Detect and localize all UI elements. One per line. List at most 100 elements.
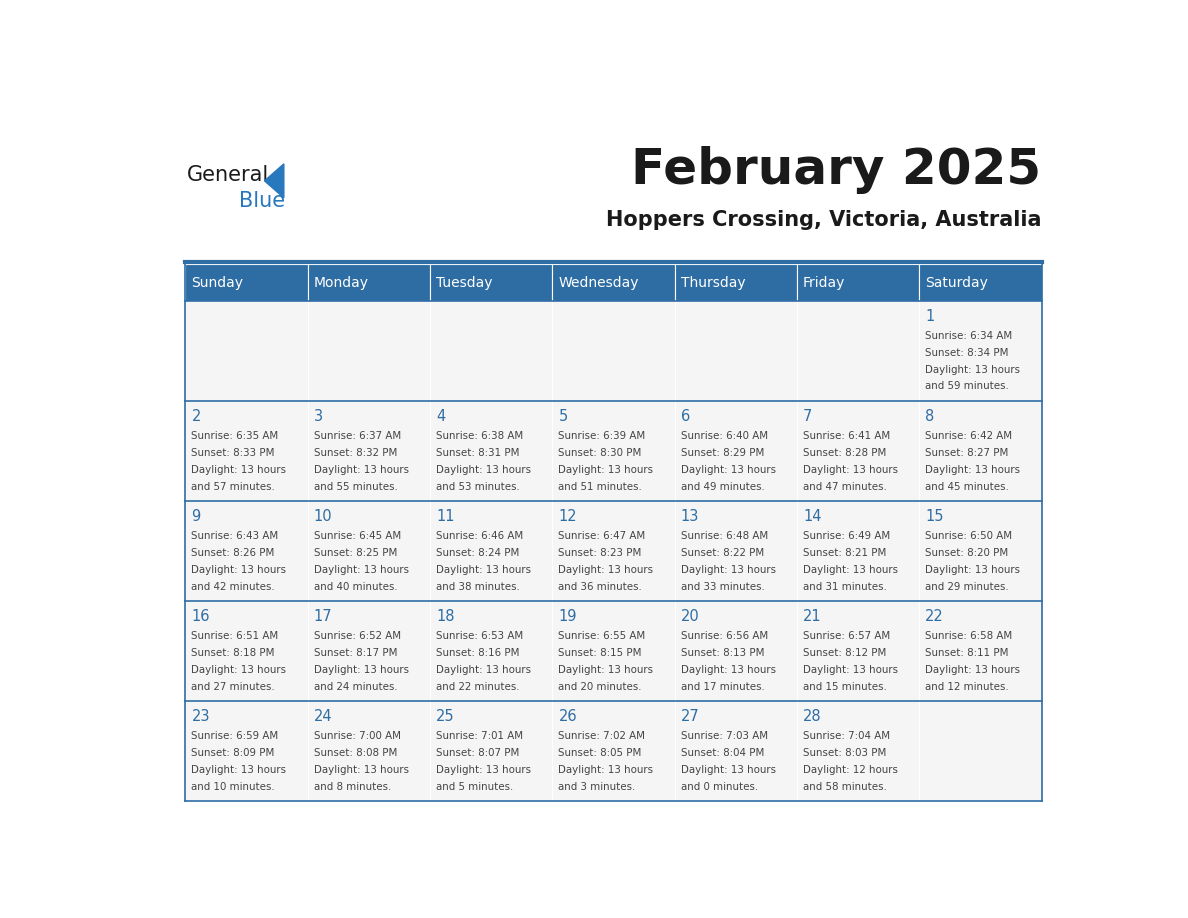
Bar — [920, 701, 1042, 801]
Bar — [675, 701, 797, 801]
Text: Sunrise: 7:00 AM: Sunrise: 7:00 AM — [314, 732, 400, 742]
Text: Sunset: 8:09 PM: Sunset: 8:09 PM — [191, 748, 274, 758]
Text: and 0 minutes.: and 0 minutes. — [681, 782, 758, 792]
Text: Daylight: 13 hours: Daylight: 13 hours — [314, 465, 409, 475]
Text: Sunset: 8:18 PM: Sunset: 8:18 PM — [191, 648, 274, 658]
Text: and 42 minutes.: and 42 minutes. — [191, 582, 276, 592]
Text: 26: 26 — [558, 710, 577, 724]
Text: 23: 23 — [191, 710, 210, 724]
Polygon shape — [265, 164, 284, 197]
Text: Sunrise: 6:52 AM: Sunrise: 6:52 AM — [314, 632, 400, 642]
Bar — [552, 264, 675, 301]
Text: Daylight: 13 hours: Daylight: 13 hours — [925, 465, 1020, 475]
Text: Daylight: 13 hours: Daylight: 13 hours — [558, 665, 653, 675]
Text: and 33 minutes.: and 33 minutes. — [681, 582, 765, 592]
Text: 4: 4 — [436, 409, 446, 424]
Text: Sunset: 8:13 PM: Sunset: 8:13 PM — [681, 648, 764, 658]
Text: Daylight: 13 hours: Daylight: 13 hours — [681, 565, 776, 575]
Text: 20: 20 — [681, 610, 700, 624]
Text: and 53 minutes.: and 53 minutes. — [436, 482, 520, 491]
Text: and 5 minutes.: and 5 minutes. — [436, 782, 513, 792]
Bar — [185, 501, 308, 601]
Text: Sunset: 8:20 PM: Sunset: 8:20 PM — [925, 548, 1009, 558]
Text: and 24 minutes.: and 24 minutes. — [314, 682, 398, 692]
Bar — [552, 501, 675, 601]
Text: Sunset: 8:26 PM: Sunset: 8:26 PM — [191, 548, 274, 558]
Bar — [920, 501, 1042, 601]
Text: 24: 24 — [314, 710, 333, 724]
Text: Sunset: 8:07 PM: Sunset: 8:07 PM — [436, 748, 519, 758]
Text: 21: 21 — [803, 610, 822, 624]
Text: Sunrise: 6:35 AM: Sunrise: 6:35 AM — [191, 431, 279, 442]
Text: Blue: Blue — [239, 191, 285, 210]
Bar — [675, 501, 797, 601]
Text: February 2025: February 2025 — [632, 146, 1042, 195]
Bar — [308, 264, 430, 301]
Text: Daylight: 13 hours: Daylight: 13 hours — [314, 565, 409, 575]
Text: Sunday: Sunday — [191, 275, 244, 290]
Text: Sunset: 8:29 PM: Sunset: 8:29 PM — [681, 448, 764, 458]
Text: Sunrise: 7:03 AM: Sunrise: 7:03 AM — [681, 732, 767, 742]
Text: 10: 10 — [314, 509, 333, 524]
Bar — [920, 601, 1042, 701]
Text: Daylight: 13 hours: Daylight: 13 hours — [191, 765, 286, 775]
Text: and 27 minutes.: and 27 minutes. — [191, 682, 276, 692]
Text: Daylight: 13 hours: Daylight: 13 hours — [681, 765, 776, 775]
Text: and 36 minutes.: and 36 minutes. — [558, 582, 643, 592]
Text: 22: 22 — [925, 610, 944, 624]
Text: Sunset: 8:03 PM: Sunset: 8:03 PM — [803, 748, 886, 758]
Text: Daylight: 13 hours: Daylight: 13 hours — [558, 765, 653, 775]
Text: Sunrise: 6:38 AM: Sunrise: 6:38 AM — [436, 431, 524, 442]
Bar — [797, 501, 920, 601]
Text: 1: 1 — [925, 309, 935, 324]
Text: Sunrise: 6:40 AM: Sunrise: 6:40 AM — [681, 431, 767, 442]
Text: 13: 13 — [681, 509, 699, 524]
Text: Saturday: Saturday — [925, 275, 988, 290]
Text: Daylight: 13 hours: Daylight: 13 hours — [191, 465, 286, 475]
Text: Sunset: 8:28 PM: Sunset: 8:28 PM — [803, 448, 886, 458]
Text: and 17 minutes.: and 17 minutes. — [681, 682, 765, 692]
Bar — [797, 701, 920, 801]
Bar — [797, 301, 920, 401]
Text: Daylight: 13 hours: Daylight: 13 hours — [803, 665, 898, 675]
Text: and 8 minutes.: and 8 minutes. — [314, 782, 391, 792]
Text: 7: 7 — [803, 409, 813, 424]
Text: 3: 3 — [314, 409, 323, 424]
Bar — [185, 601, 308, 701]
Bar — [920, 401, 1042, 501]
Text: Sunrise: 6:34 AM: Sunrise: 6:34 AM — [925, 331, 1012, 341]
Text: and 57 minutes.: and 57 minutes. — [191, 482, 276, 491]
Bar — [430, 301, 552, 401]
Text: Sunset: 8:30 PM: Sunset: 8:30 PM — [558, 448, 642, 458]
Text: Sunset: 8:21 PM: Sunset: 8:21 PM — [803, 548, 886, 558]
Text: and 45 minutes.: and 45 minutes. — [925, 482, 1009, 491]
Text: Sunrise: 7:01 AM: Sunrise: 7:01 AM — [436, 732, 523, 742]
Text: Daylight: 12 hours: Daylight: 12 hours — [803, 765, 898, 775]
Text: 16: 16 — [191, 610, 210, 624]
Text: Hoppers Crossing, Victoria, Australia: Hoppers Crossing, Victoria, Australia — [606, 209, 1042, 230]
Bar — [675, 301, 797, 401]
Text: and 20 minutes.: and 20 minutes. — [558, 682, 642, 692]
Text: Sunset: 8:17 PM: Sunset: 8:17 PM — [314, 648, 397, 658]
Text: and 40 minutes.: and 40 minutes. — [314, 582, 398, 592]
Text: and 22 minutes.: and 22 minutes. — [436, 682, 519, 692]
Text: Daylight: 13 hours: Daylight: 13 hours — [314, 665, 409, 675]
Text: Daylight: 13 hours: Daylight: 13 hours — [681, 465, 776, 475]
Text: 5: 5 — [558, 409, 568, 424]
Text: Daylight: 13 hours: Daylight: 13 hours — [925, 364, 1020, 375]
Bar — [675, 264, 797, 301]
Text: Sunrise: 7:02 AM: Sunrise: 7:02 AM — [558, 732, 645, 742]
Text: Sunset: 8:32 PM: Sunset: 8:32 PM — [314, 448, 397, 458]
Text: Sunrise: 6:53 AM: Sunrise: 6:53 AM — [436, 632, 524, 642]
Text: Sunset: 8:11 PM: Sunset: 8:11 PM — [925, 648, 1009, 658]
Text: Sunrise: 6:49 AM: Sunrise: 6:49 AM — [803, 532, 890, 542]
Text: 11: 11 — [436, 509, 455, 524]
Text: Daylight: 13 hours: Daylight: 13 hours — [436, 565, 531, 575]
Bar — [797, 601, 920, 701]
Bar — [308, 701, 430, 801]
Text: Sunset: 8:22 PM: Sunset: 8:22 PM — [681, 548, 764, 558]
Text: and 59 minutes.: and 59 minutes. — [925, 382, 1009, 391]
Text: Sunrise: 7:04 AM: Sunrise: 7:04 AM — [803, 732, 890, 742]
Text: Sunrise: 6:51 AM: Sunrise: 6:51 AM — [191, 632, 279, 642]
Text: Sunrise: 6:55 AM: Sunrise: 6:55 AM — [558, 632, 645, 642]
